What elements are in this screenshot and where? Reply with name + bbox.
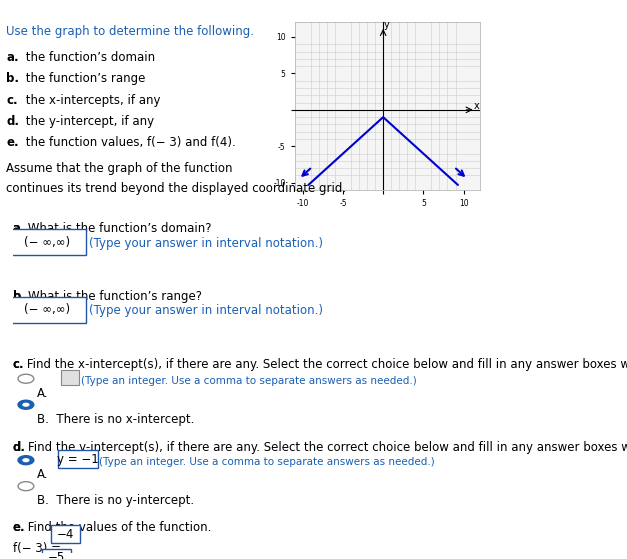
Text: (Type your answer in interval notation.): (Type your answer in interval notation.) <box>88 236 322 250</box>
Text: c. Find the x-intercept(s), if there are any. Select the correct choice below an: c. Find the x-intercept(s), if there are… <box>13 358 627 371</box>
Circle shape <box>23 458 29 462</box>
FancyBboxPatch shape <box>9 297 85 323</box>
Text: (− ∞,∞): (− ∞,∞) <box>24 236 71 249</box>
Text: e.: e. <box>6 136 19 149</box>
Text: d.: d. <box>6 115 19 127</box>
Circle shape <box>18 482 34 491</box>
Text: continues its trend beyond the displayed coordinate grid.: continues its trend beyond the displayed… <box>6 182 346 195</box>
Text: b.: b. <box>13 290 26 303</box>
Circle shape <box>23 402 29 407</box>
FancyBboxPatch shape <box>61 370 79 385</box>
Text: x: x <box>473 101 479 111</box>
Text: the function values, f(− 3) and f(4).: the function values, f(− 3) and f(4). <box>22 136 236 149</box>
Text: −4: −4 <box>57 528 74 541</box>
Text: the y-intercept, if any: the y-intercept, if any <box>22 115 154 127</box>
Text: y = −1: y = −1 <box>57 453 99 466</box>
Circle shape <box>18 374 34 383</box>
Text: A.: A. <box>37 387 48 400</box>
Text: c.: c. <box>6 93 18 107</box>
Text: d.: d. <box>13 440 26 454</box>
Text: a.: a. <box>6 51 19 64</box>
Text: (Type an integer. Use a comma to separate answers as needed.): (Type an integer. Use a comma to separat… <box>82 376 417 386</box>
Text: (− ∞,∞): (− ∞,∞) <box>24 304 71 316</box>
Circle shape <box>18 400 34 409</box>
Text: e.: e. <box>13 521 25 534</box>
Text: (Type your answer in interval notation.): (Type your answer in interval notation.) <box>88 304 322 318</box>
FancyBboxPatch shape <box>58 451 98 468</box>
Text: f(− 3) =: f(− 3) = <box>13 542 61 555</box>
Text: Use the graph to determine the following.: Use the graph to determine the following… <box>6 25 255 38</box>
Text: −5: −5 <box>48 551 65 559</box>
Text: c.: c. <box>13 358 24 371</box>
Text: (Type an integer. Use a comma to separate answers as needed.): (Type an integer. Use a comma to separat… <box>99 457 435 467</box>
Text: the function’s range: the function’s range <box>22 72 145 86</box>
Text: B.  There is no y-intercept.: B. There is no y-intercept. <box>37 495 194 508</box>
Text: b. What is the function’s range?: b. What is the function’s range? <box>13 290 201 303</box>
Text: the x-intercepts, if any: the x-intercepts, if any <box>22 93 161 107</box>
FancyBboxPatch shape <box>42 548 71 559</box>
Text: a. What is the function’s domain?: a. What is the function’s domain? <box>13 222 211 235</box>
Text: the function’s domain: the function’s domain <box>22 51 155 64</box>
Text: A.: A. <box>37 468 48 481</box>
Text: B.  There is no x-intercept.: B. There is no x-intercept. <box>37 413 194 426</box>
FancyBboxPatch shape <box>9 229 85 255</box>
Text: e. Find the values of the function.: e. Find the values of the function. <box>13 521 211 534</box>
Text: a.: a. <box>13 222 25 235</box>
FancyBboxPatch shape <box>51 525 80 543</box>
Text: Assume that the graph of the function: Assume that the graph of the function <box>6 162 233 175</box>
Text: y: y <box>384 20 389 30</box>
Text: d. Find the y-intercept(s), if there are any. Select the correct choice below an: d. Find the y-intercept(s), if there are… <box>13 440 627 454</box>
Circle shape <box>18 456 34 465</box>
Text: b.: b. <box>6 72 19 86</box>
